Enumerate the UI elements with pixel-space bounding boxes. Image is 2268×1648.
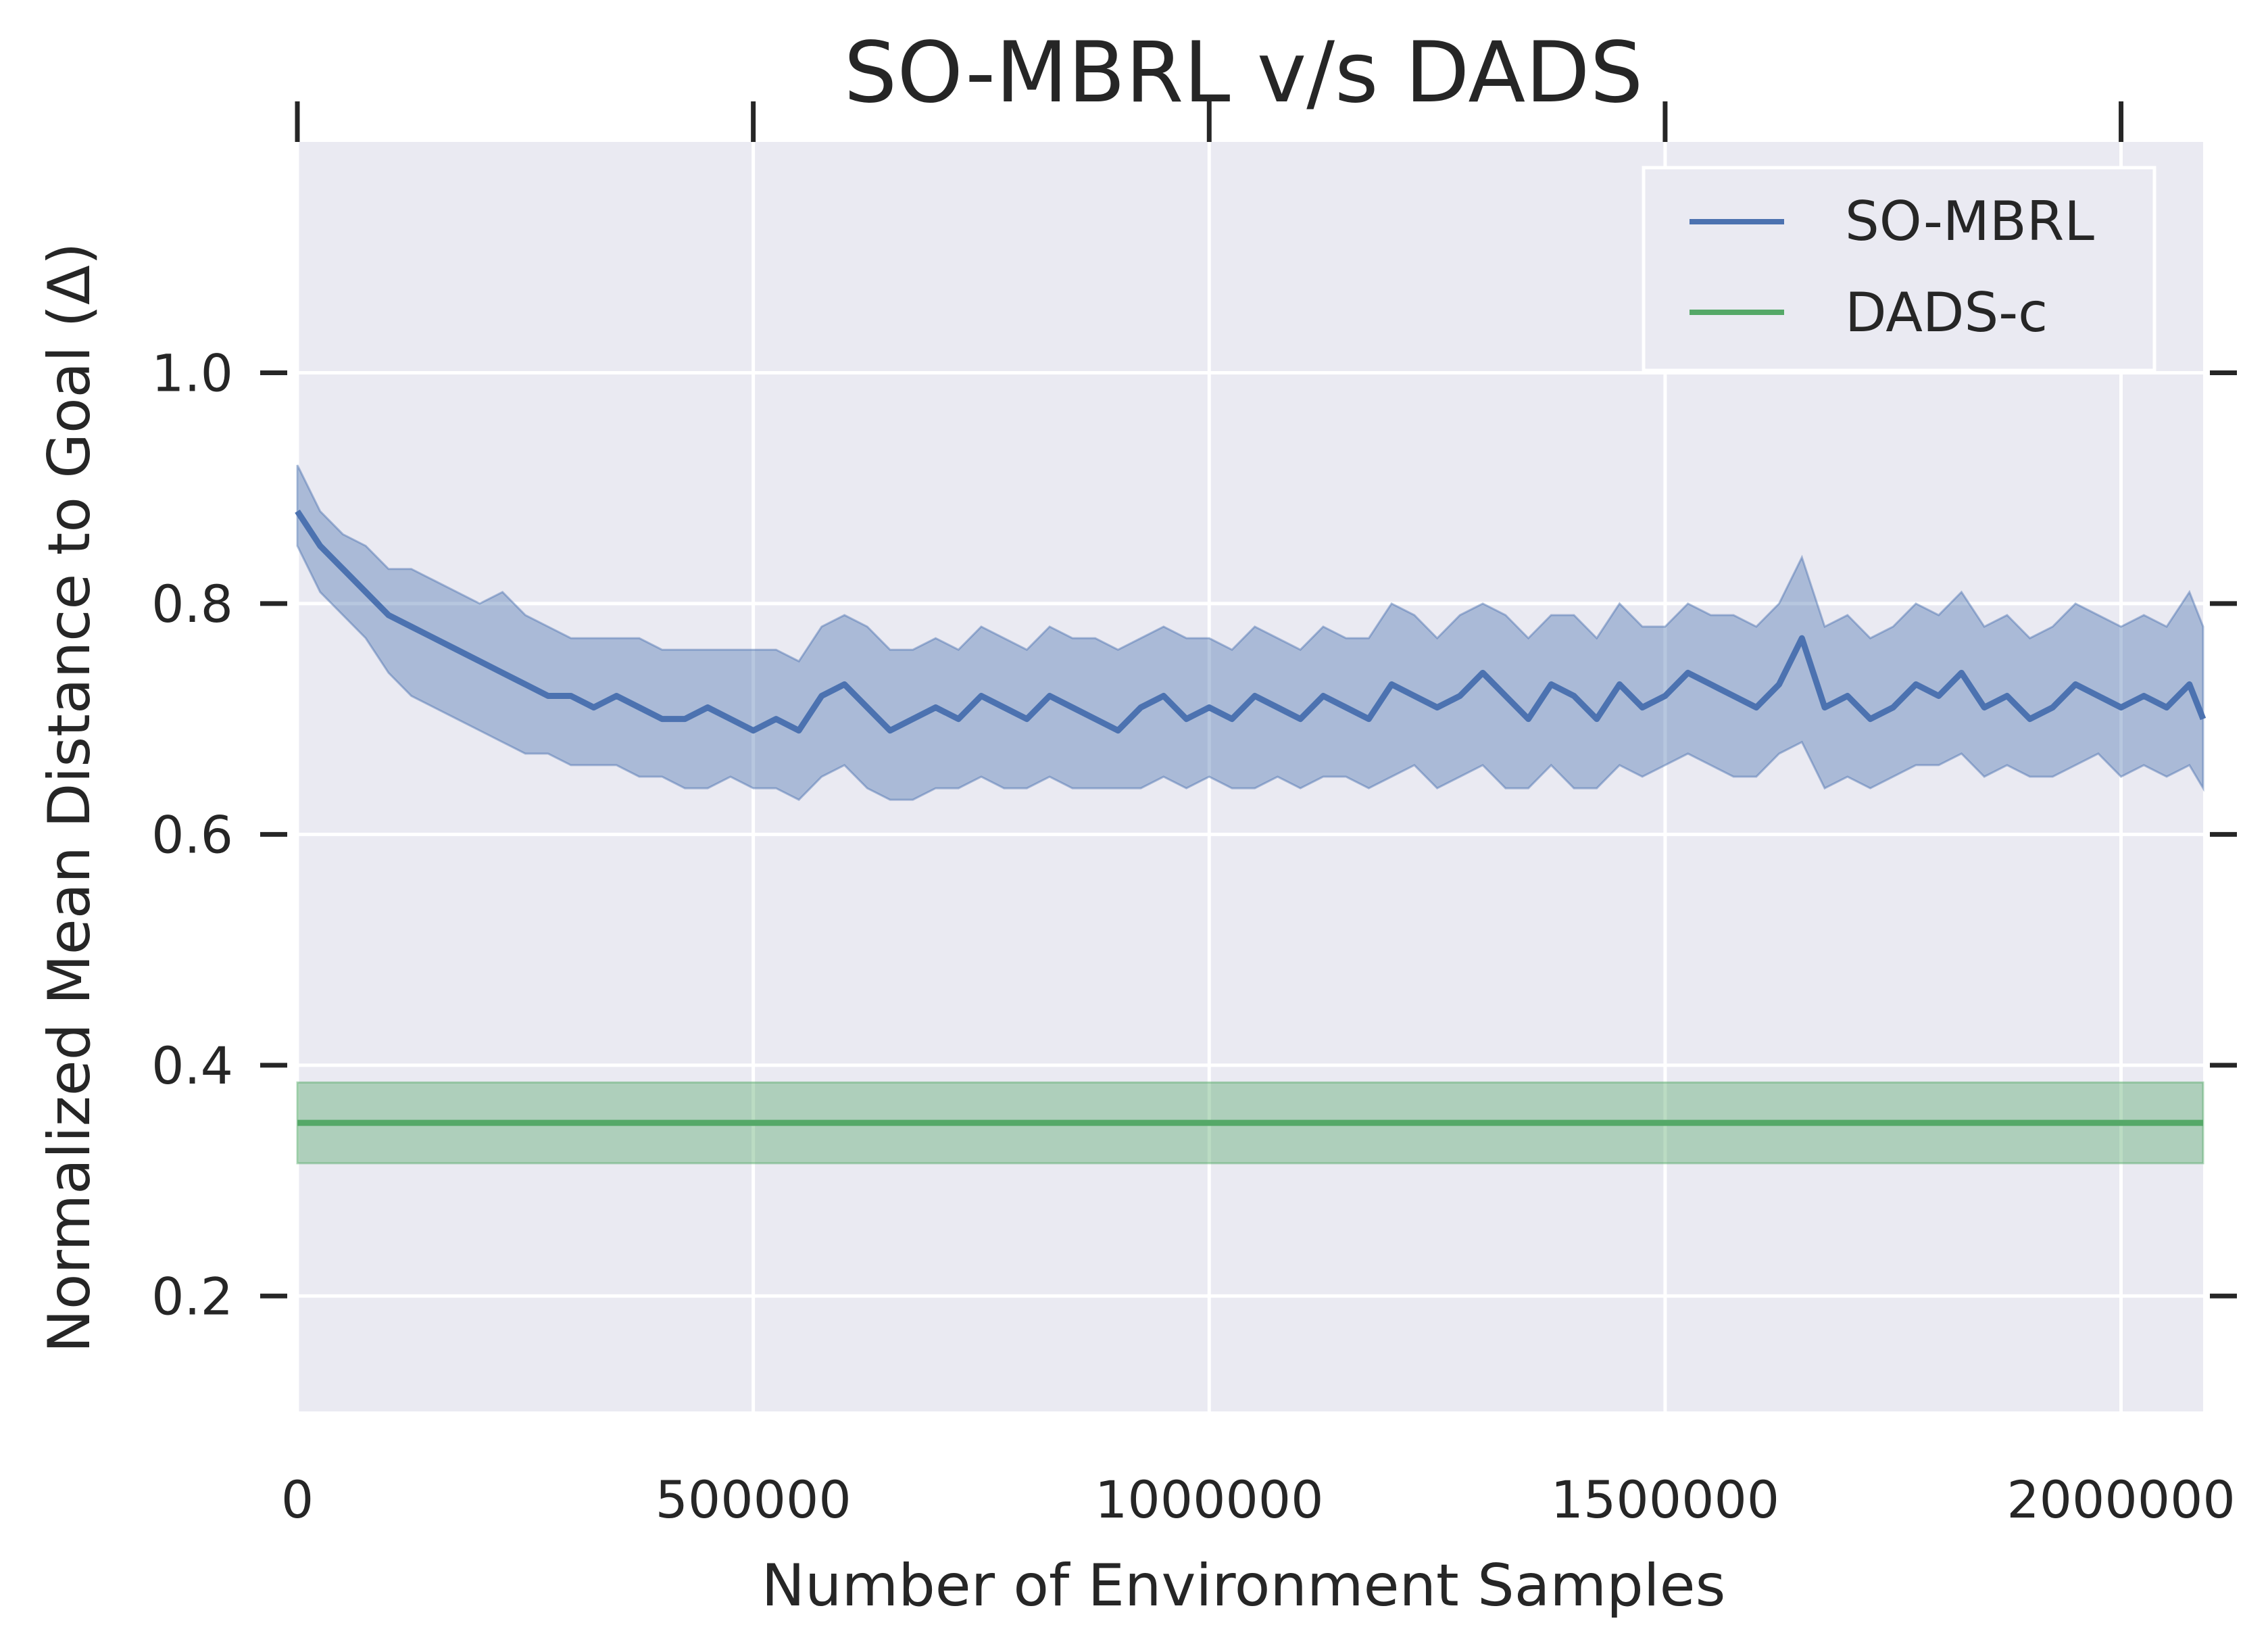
grid-lines <box>295 142 2203 1411</box>
y-tick-label: 0.6 <box>151 804 233 865</box>
x-tick-label: 1500000 <box>1551 1470 1779 1530</box>
x-axis-label: Number of Environment Samples <box>762 1552 1726 1620</box>
x-tick-label: 1000000 <box>1095 1470 1323 1530</box>
so-mbrl-line <box>295 509 2207 734</box>
tick-labels: 0 500000 1000000 1500000 2000000 0.2 0.4 0.6 0.8… <box>151 343 2236 1530</box>
legend-box <box>1642 166 2156 372</box>
legend-label-so-mbrl: SO-MBRL <box>1845 190 2094 253</box>
legend-label-dads-c: DADS-c <box>1845 281 2048 344</box>
series-lines <box>295 509 2207 1126</box>
x-tick-label: 500000 <box>656 1470 852 1530</box>
y-tick-label: 0.2 <box>151 1266 233 1326</box>
y-tick-label: 1.0 <box>151 343 233 403</box>
chart-title: SO-MBRL v/s DADS <box>844 24 1644 122</box>
legend: SO-MBRL DADS-c <box>1642 166 2156 372</box>
axis-ticks <box>260 101 2237 1299</box>
so-mbrl-band <box>296 464 2204 801</box>
y-tick-label: 0.8 <box>151 574 233 634</box>
x-tick-label: 0 <box>281 1470 314 1530</box>
y-axis-label: Normalized Mean Distance to Goal (Δ) <box>36 243 103 1353</box>
x-tick-label: 2000000 <box>2006 1470 2235 1530</box>
y-tick-label: 0.4 <box>151 1036 233 1096</box>
